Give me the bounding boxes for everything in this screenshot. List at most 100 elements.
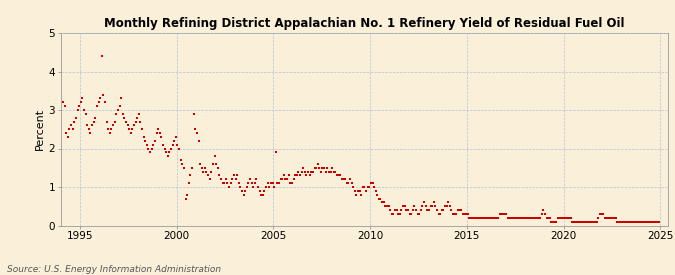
Point — [130, 119, 141, 124]
Point — [633, 219, 644, 224]
Point — [520, 216, 531, 220]
Point — [605, 216, 616, 220]
Point — [296, 169, 307, 174]
Point — [647, 219, 658, 224]
Point — [322, 166, 333, 170]
Point — [646, 219, 657, 224]
Point — [206, 169, 217, 174]
Point — [165, 146, 176, 151]
Point — [435, 212, 446, 216]
Point — [578, 219, 589, 224]
Point — [414, 212, 425, 216]
Point — [222, 181, 233, 185]
Point — [459, 212, 470, 216]
Point — [599, 216, 610, 220]
Point — [538, 208, 549, 212]
Point — [514, 216, 524, 220]
Point — [526, 216, 537, 220]
Point — [77, 96, 88, 101]
Point — [418, 200, 429, 205]
Point — [576, 219, 587, 224]
Point — [649, 219, 660, 224]
Point — [359, 185, 370, 189]
Point — [531, 216, 542, 220]
Point — [639, 219, 650, 224]
Point — [460, 212, 471, 216]
Point — [360, 189, 371, 193]
Point — [99, 100, 110, 104]
Point — [385, 208, 396, 212]
Point — [443, 200, 454, 205]
Point — [396, 208, 407, 212]
Point — [219, 181, 230, 185]
Point — [240, 189, 250, 193]
Point — [308, 169, 319, 174]
Point — [323, 169, 334, 174]
Point — [128, 123, 139, 128]
Point — [494, 212, 505, 216]
Point — [560, 216, 571, 220]
Point — [377, 200, 387, 205]
Point — [277, 177, 288, 182]
Point — [132, 116, 142, 120]
Point — [404, 212, 415, 216]
Y-axis label: Percent: Percent — [34, 108, 45, 150]
Point — [491, 216, 502, 220]
Point — [437, 208, 448, 212]
Point — [610, 216, 621, 220]
Point — [549, 219, 560, 224]
Point — [351, 192, 362, 197]
Point — [161, 150, 171, 155]
Point — [630, 219, 641, 224]
Point — [217, 181, 228, 185]
Point — [533, 216, 544, 220]
Point — [618, 219, 629, 224]
Point — [252, 185, 263, 189]
Point — [604, 216, 615, 220]
Point — [151, 131, 162, 135]
Point — [185, 173, 196, 178]
Point — [65, 123, 76, 128]
Point — [235, 185, 246, 189]
Point — [85, 131, 96, 135]
Point — [654, 219, 665, 224]
Point — [293, 169, 304, 174]
Point — [558, 216, 568, 220]
Point — [300, 169, 310, 174]
Point — [331, 173, 342, 178]
Point — [479, 216, 489, 220]
Point — [317, 166, 328, 170]
Point — [159, 146, 170, 151]
Point — [394, 212, 405, 216]
Point — [617, 219, 628, 224]
Point — [275, 177, 286, 182]
Point — [427, 204, 437, 208]
Point — [472, 216, 483, 220]
Point — [209, 154, 220, 158]
Point — [338, 177, 349, 182]
Point — [344, 177, 355, 182]
Point — [412, 212, 423, 216]
Point — [82, 123, 92, 128]
Point — [267, 181, 278, 185]
Point — [401, 208, 412, 212]
Point — [551, 219, 562, 224]
Point — [261, 185, 271, 189]
Point — [496, 212, 507, 216]
Point — [76, 100, 86, 104]
Point — [336, 177, 347, 182]
Point — [392, 208, 402, 212]
Point — [564, 216, 574, 220]
Point — [335, 173, 346, 178]
Point — [238, 192, 249, 197]
Point — [105, 131, 115, 135]
Point — [612, 219, 623, 224]
Point — [120, 119, 131, 124]
Point — [172, 142, 183, 147]
Point — [173, 146, 184, 151]
Point — [278, 173, 289, 178]
Point — [211, 162, 221, 166]
Point — [329, 169, 340, 174]
Point — [281, 177, 292, 182]
Point — [286, 181, 297, 185]
